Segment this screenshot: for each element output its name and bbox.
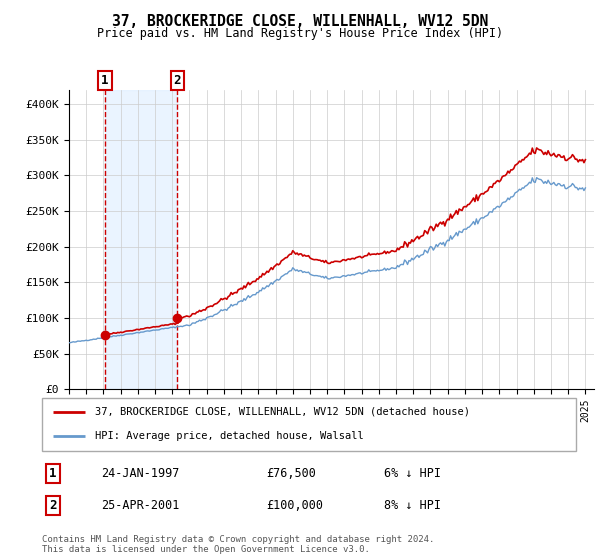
Bar xyxy=(104,90,178,389)
Text: £76,500: £76,500 xyxy=(266,466,316,480)
Text: 1: 1 xyxy=(49,466,56,480)
Text: 6% ↓ HPI: 6% ↓ HPI xyxy=(384,466,441,480)
Text: 8% ↓ HPI: 8% ↓ HPI xyxy=(384,498,441,512)
Text: £100,000: £100,000 xyxy=(266,498,323,512)
Text: 37, BROCKERIDGE CLOSE, WILLENHALL, WV12 5DN: 37, BROCKERIDGE CLOSE, WILLENHALL, WV12 … xyxy=(112,14,488,29)
Text: 24-JAN-1997: 24-JAN-1997 xyxy=(101,466,179,480)
Text: HPI: Average price, detached house, Walsall: HPI: Average price, detached house, Wals… xyxy=(95,431,364,441)
FancyBboxPatch shape xyxy=(42,398,576,451)
Text: 1: 1 xyxy=(101,74,109,87)
Text: 2: 2 xyxy=(173,74,181,87)
Text: 2: 2 xyxy=(49,498,56,512)
Text: 25-APR-2001: 25-APR-2001 xyxy=(101,498,179,512)
Text: Price paid vs. HM Land Registry's House Price Index (HPI): Price paid vs. HM Land Registry's House … xyxy=(97,27,503,40)
Text: Contains HM Land Registry data © Crown copyright and database right 2024.
This d: Contains HM Land Registry data © Crown c… xyxy=(42,535,434,554)
Text: 37, BROCKERIDGE CLOSE, WILLENHALL, WV12 5DN (detached house): 37, BROCKERIDGE CLOSE, WILLENHALL, WV12 … xyxy=(95,407,470,417)
